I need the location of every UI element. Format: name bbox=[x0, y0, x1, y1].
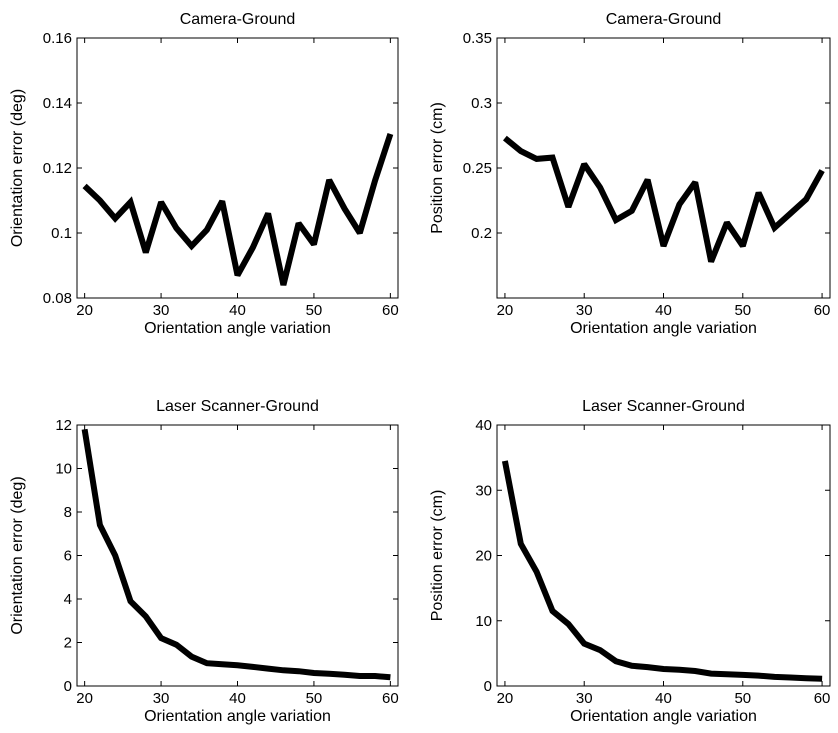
plot-area bbox=[496, 37, 831, 299]
y-tick-label: 0.35 bbox=[463, 30, 492, 47]
y-tick-label: 20 bbox=[475, 548, 492, 565]
chart-title: Camera-Ground bbox=[606, 11, 722, 28]
x-axis-label: Orientation angle variation bbox=[144, 320, 331, 337]
series-line bbox=[501, 460, 823, 682]
y-tick-label: 0.2 bbox=[471, 225, 492, 242]
y-tick-label: 0.12 bbox=[43, 160, 72, 177]
plot-area bbox=[76, 37, 399, 299]
x-tick-label: 20 bbox=[497, 302, 514, 319]
y-tick-label: 10 bbox=[475, 613, 492, 630]
x-tick-label: 30 bbox=[153, 690, 170, 707]
y-tick-label: 10 bbox=[55, 461, 72, 478]
y-tick-label: 0.16 bbox=[43, 30, 72, 47]
x-tick-label: 20 bbox=[76, 302, 93, 319]
x-tick-label: 40 bbox=[655, 302, 672, 319]
x-tick-label: 60 bbox=[814, 690, 831, 707]
x-tick-label: 50 bbox=[306, 690, 323, 707]
y-tick-label: 12 bbox=[55, 417, 72, 434]
x-axis-label: Orientation angle variation bbox=[570, 320, 757, 337]
x-tick-label: 60 bbox=[382, 302, 399, 319]
y-axis-label: Position error (cm) bbox=[429, 102, 446, 234]
chart-camera-orientation: 20 30 40 50 60 0.08 0.1 0.12 0.14 0.16 Camera-Grou… bbox=[9, 11, 399, 337]
y-axis-label: Orientation error (deg) bbox=[9, 476, 26, 634]
x-tick-label: 50 bbox=[306, 302, 323, 319]
chart-title: Laser Scanner-Ground bbox=[156, 398, 319, 415]
chart-title: Laser Scanner-Ground bbox=[582, 398, 745, 415]
y-axis-label: Orientation error (deg) bbox=[9, 89, 26, 247]
x-tick-label: 50 bbox=[734, 302, 751, 319]
x-tick-label: 30 bbox=[153, 302, 170, 319]
y-tick-label: 0.08 bbox=[43, 290, 72, 307]
y-tick-label: 0.3 bbox=[471, 95, 492, 112]
x-tick-label: 60 bbox=[382, 690, 399, 707]
chart-camera-position: 20 30 40 50 60 0.2 0.25 0.3 0.35 Camera-Ground Ori… bbox=[429, 11, 831, 337]
y-tick-label: 2 bbox=[64, 635, 72, 652]
x-axis-label: Orientation angle variation bbox=[570, 708, 757, 725]
y-tick-label: 0.14 bbox=[43, 95, 72, 112]
y-tick-label: 40 bbox=[475, 417, 492, 434]
x-tick-label: 40 bbox=[655, 690, 672, 707]
y-tick-label: 8 bbox=[64, 504, 72, 521]
y-tick-label: 0.1 bbox=[51, 225, 72, 242]
series-line bbox=[81, 428, 391, 681]
x-tick-label: 40 bbox=[229, 690, 246, 707]
y-tick-label: 30 bbox=[475, 482, 492, 499]
x-tick-label: 60 bbox=[814, 302, 831, 319]
series-line bbox=[82, 132, 394, 286]
x-tick-label: 30 bbox=[576, 302, 593, 319]
y-tick-label: 0 bbox=[484, 678, 492, 695]
y-tick-label: 0 bbox=[64, 678, 72, 695]
chart-laser-position: 20 30 40 50 60 0 10 20 30 40 Laser Scanner-Ground O… bbox=[429, 398, 831, 725]
x-tick-label: 30 bbox=[576, 690, 593, 707]
y-tick-label: 4 bbox=[64, 591, 72, 608]
plot-area bbox=[76, 424, 399, 687]
plot-area bbox=[496, 424, 831, 687]
y-tick-label: 6 bbox=[64, 548, 72, 565]
chart-title: Camera-Ground bbox=[180, 11, 296, 28]
x-tick-label: 50 bbox=[734, 690, 751, 707]
series-line bbox=[503, 135, 825, 263]
x-tick-label: 20 bbox=[497, 690, 514, 707]
x-tick-label: 20 bbox=[76, 690, 93, 707]
y-axis-label: Position error (cm) bbox=[429, 490, 446, 622]
y-tick-label: 0.25 bbox=[463, 160, 492, 177]
chart-laser-orientation: 20 30 40 50 60 0 2 4 6 8 10 12 Laser Scanner-Ground O… bbox=[9, 398, 399, 725]
x-axis-label: Orientation angle variation bbox=[144, 708, 331, 725]
x-tick-label: 40 bbox=[229, 302, 246, 319]
